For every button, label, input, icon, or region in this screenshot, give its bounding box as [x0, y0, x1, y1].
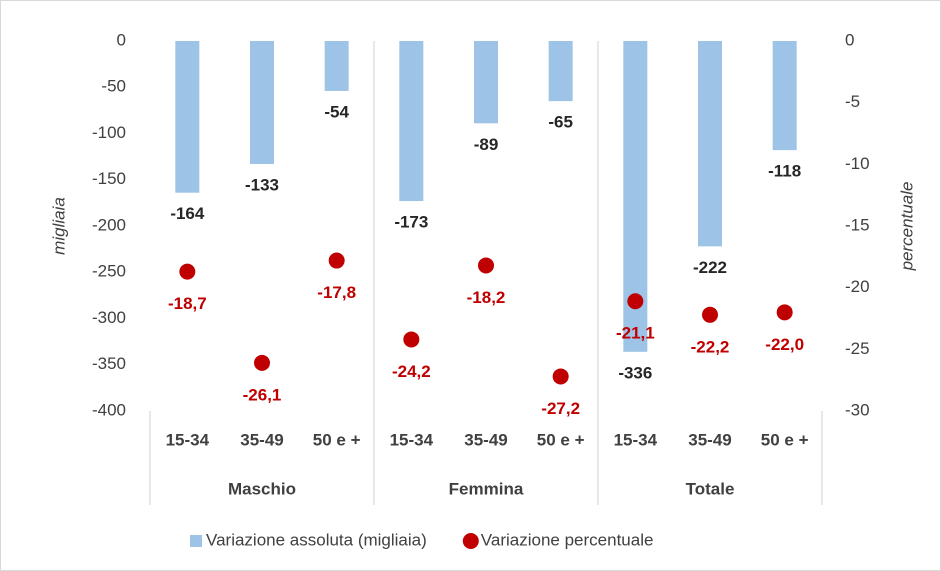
y2-tick-label: -25 — [845, 339, 870, 358]
x-tick-label: 15-34 — [166, 430, 210, 449]
y2-tick-label: -5 — [845, 92, 860, 111]
y2-tick-label: 0 — [845, 30, 854, 49]
x-tick-label: 50 e + — [537, 430, 585, 449]
y2-tick-label: -15 — [845, 215, 870, 234]
bar — [698, 41, 722, 247]
point-value-label: -17,8 — [317, 283, 356, 302]
bar — [399, 41, 424, 202]
legend-label: Variazione assoluta (migliaia) — [206, 530, 427, 549]
x-tick-label: 35-49 — [464, 430, 507, 449]
group-label: Femmina — [449, 479, 524, 498]
bar-value-label: -65 — [548, 113, 573, 132]
bar-value-label: -222 — [693, 258, 727, 277]
x-tick-label: 50 e + — [313, 430, 361, 449]
x-tick-label: 35-49 — [240, 430, 283, 449]
y2-tick-label: -10 — [845, 154, 870, 173]
x-tick-label: 35-49 — [688, 430, 731, 449]
point — [328, 252, 345, 269]
point-value-label: -24,2 — [392, 362, 431, 381]
group-label: Totale — [686, 479, 735, 498]
group-label: Maschio — [228, 479, 296, 498]
bar-value-label: -118 — [768, 162, 801, 181]
y-tick-label: -200 — [92, 215, 126, 234]
y-tick-label: -50 — [101, 77, 126, 96]
point — [254, 354, 270, 371]
x-tick-label: 50 e + — [761, 430, 809, 449]
y-tick-label: 0 — [117, 30, 126, 49]
y2-axis-label: percentuale — [897, 182, 916, 272]
y-tick-label: -400 — [92, 400, 126, 419]
legend-swatch — [190, 535, 202, 547]
legend-swatch — [462, 533, 479, 549]
bar — [772, 41, 797, 151]
point-value-label: -22,2 — [691, 337, 730, 356]
point-value-label: -18,2 — [467, 288, 506, 307]
bar-value-label: -54 — [324, 102, 349, 121]
bar — [175, 41, 200, 193]
bar-value-label: -133 — [245, 176, 279, 195]
bar — [474, 41, 498, 124]
bar — [548, 41, 573, 102]
legend-label: Variazione percentuale — [481, 530, 654, 549]
point — [702, 306, 718, 323]
y2-tick-label: -20 — [845, 277, 870, 296]
y-tick-label: -300 — [92, 308, 126, 327]
point — [179, 263, 196, 280]
bar — [324, 41, 349, 91]
y-tick-label: -350 — [92, 354, 126, 373]
point — [403, 331, 420, 348]
y-axis-label: migliaia — [49, 197, 68, 255]
point — [627, 293, 644, 310]
point-value-label: -27,2 — [541, 399, 580, 418]
point — [776, 304, 793, 321]
point-value-label: -26,1 — [243, 385, 282, 404]
y-tick-label: -100 — [92, 123, 126, 142]
y-tick-label: -150 — [92, 169, 126, 188]
y2-tick-label: -30 — [845, 400, 870, 419]
x-tick-label: 15-34 — [614, 430, 658, 449]
y-tick-label: -250 — [92, 262, 126, 281]
bar-value-label: -89 — [474, 135, 499, 154]
bar — [250, 41, 274, 165]
bar-value-label: -164 — [170, 204, 205, 223]
bar-value-label: -173 — [394, 213, 428, 232]
point-value-label: -21,1 — [616, 324, 655, 343]
bar-value-label: -336 — [618, 363, 652, 382]
point-value-label: -22,0 — [765, 335, 804, 354]
x-tick-label: 15-34 — [390, 430, 434, 449]
point — [552, 368, 569, 385]
point-value-label: -18,7 — [168, 294, 207, 313]
point — [478, 257, 494, 274]
